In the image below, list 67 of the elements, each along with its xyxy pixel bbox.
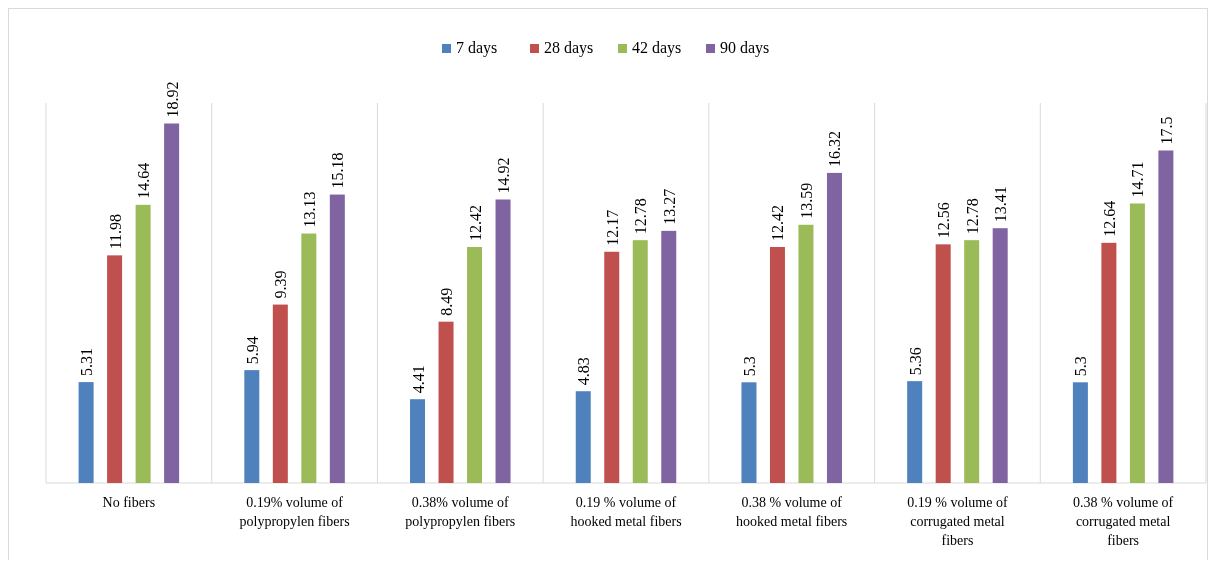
x-tick-label: No fibers xyxy=(102,495,156,510)
data-label: 13.59 xyxy=(797,182,815,219)
data-label: 5.31 xyxy=(78,348,96,377)
bar xyxy=(1072,382,1088,483)
data-label: 13.27 xyxy=(660,188,678,225)
data-label: 14.64 xyxy=(135,162,153,199)
data-label: 5.36 xyxy=(906,347,924,376)
bar xyxy=(907,381,923,483)
bar xyxy=(826,172,842,483)
bar xyxy=(272,304,288,483)
bar xyxy=(495,199,511,483)
bar xyxy=(964,240,980,483)
bar xyxy=(467,247,483,483)
data-label: 12.42 xyxy=(769,205,787,241)
bar xyxy=(935,244,951,483)
data-label: 9.39 xyxy=(272,270,290,299)
data-label: 8.49 xyxy=(438,287,456,316)
bar xyxy=(1129,203,1145,483)
data-label: 18.92 xyxy=(163,81,181,118)
data-label: 4.41 xyxy=(409,365,427,394)
legend-label: 7 days xyxy=(456,39,498,57)
data-label: 12.56 xyxy=(935,202,953,239)
data-label: 17.5 xyxy=(1157,116,1175,145)
x-tick-label: 0.19 % volume of hooked metal fibers xyxy=(570,495,682,529)
bar xyxy=(1158,150,1174,483)
bar xyxy=(741,382,757,483)
bar xyxy=(575,391,591,483)
data-label: 12.17 xyxy=(603,209,621,246)
bar xyxy=(164,123,180,483)
bar xyxy=(661,230,677,483)
data-label: 12.64 xyxy=(1100,200,1118,237)
bar xyxy=(78,382,94,483)
data-label: 12.78 xyxy=(632,198,650,235)
data-label: 13.41 xyxy=(992,186,1010,223)
bar xyxy=(329,194,345,483)
bar xyxy=(769,247,785,483)
data-label: 4.83 xyxy=(575,357,593,386)
bar xyxy=(107,255,123,483)
legend-label: 90 days xyxy=(720,39,770,57)
x-tick-label: 0.38 % volume of corrugated metal fibers xyxy=(1072,495,1174,548)
bar xyxy=(632,240,648,483)
x-tick-label: 0.38 % volume of hooked metal fibers xyxy=(736,495,848,529)
data-label: 5.3 xyxy=(740,356,758,377)
data-label: 14.92 xyxy=(495,157,513,194)
data-label: 14.71 xyxy=(1129,161,1147,198)
bar xyxy=(438,321,454,483)
data-label: 15.18 xyxy=(329,152,347,189)
data-label: 16.32 xyxy=(826,130,844,167)
legend-label: 28 days xyxy=(544,39,594,57)
data-label: 5.94 xyxy=(243,336,261,365)
data-label: 12.42 xyxy=(466,205,484,241)
legend-label: 42 days xyxy=(632,39,682,57)
bar xyxy=(410,399,426,483)
bar xyxy=(604,251,620,483)
bar xyxy=(992,228,1008,483)
data-label: 11.98 xyxy=(106,213,124,250)
bar xyxy=(244,370,260,483)
bar xyxy=(135,204,151,483)
data-label: 12.78 xyxy=(963,198,981,235)
x-tick-label: 0.19 % volume of corrugated metal fibers xyxy=(907,495,1008,548)
bar xyxy=(301,233,317,483)
x-tick-label: 0.19% volume of polypropylen fibers xyxy=(239,495,350,529)
data-label: 5.3 xyxy=(1072,356,1090,377)
data-label: 13.13 xyxy=(300,191,318,228)
x-tick-label: 0.38% volume of polypropylen fibers xyxy=(405,495,516,529)
bar xyxy=(798,224,814,483)
bar xyxy=(1101,242,1117,483)
